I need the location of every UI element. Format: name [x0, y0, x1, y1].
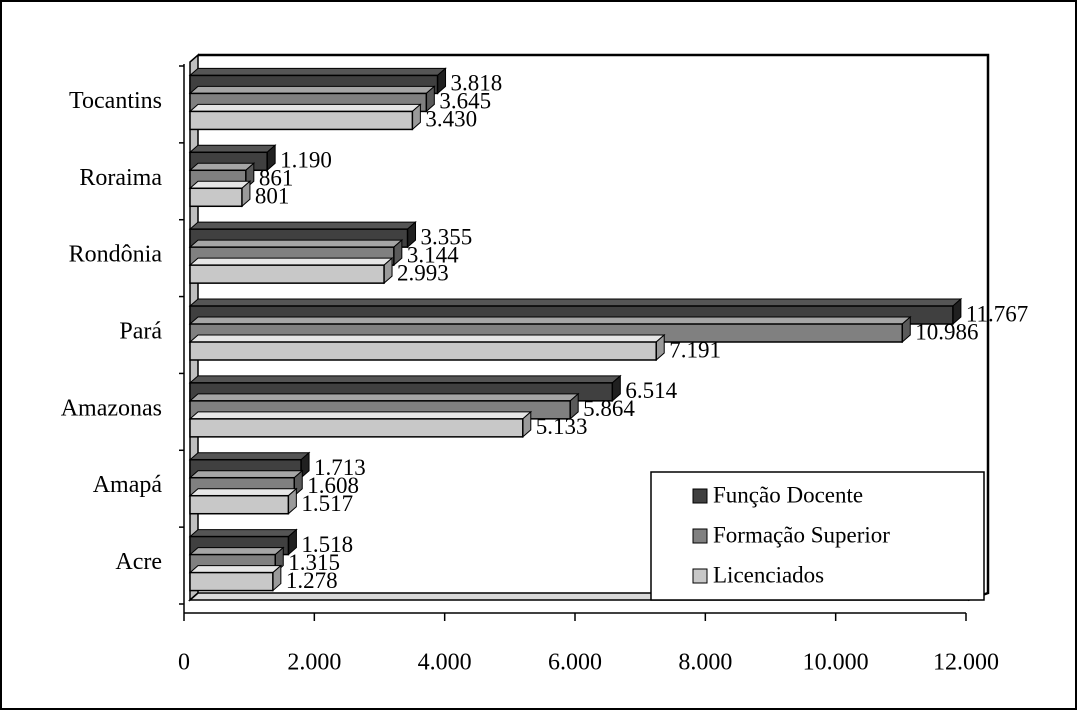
data-label-acre-funcao-docente: 1.518	[301, 532, 353, 557]
x-tick-label-10000: 10.000	[803, 650, 869, 676]
category-label-rondonia: Rondônia	[69, 242, 163, 268]
bar-tocantins-formacao-superior-top	[188, 85, 436, 94]
bars	[188, 67, 963, 592]
x-tick-label-4000: 4.000	[418, 650, 472, 676]
legend-label-licenciados: Licenciados	[713, 562, 824, 587]
bar-roraima-licenciados	[189, 187, 243, 208]
bar-roraima-funcao-docente-top	[188, 144, 277, 153]
data-label-tocantins-formacao-superior: 3.645	[439, 89, 491, 114]
bar-rondonia-funcao-docente-top	[188, 221, 417, 230]
bar-tocantins-funcao-docente-top	[188, 67, 447, 76]
data-label-tocantins-funcao-docente: 3.818	[451, 71, 503, 96]
bar-amazonas-licenciados-top	[188, 411, 533, 420]
bar-para-funcao-docente-top	[188, 298, 963, 307]
bar-acre-licenciados-top	[188, 565, 283, 574]
data-label-amazonas-funcao-docente: 6.514	[625, 378, 677, 403]
data-label-roraima-formacao-superior: 861	[259, 166, 294, 191]
bar-tocantins-licenciados-top	[188, 103, 422, 112]
x-tick-label-6000: 6.000	[548, 650, 602, 676]
x-tick-label-8000: 8.000	[678, 650, 732, 676]
data-label-amapa-licenciados: 1.517	[301, 491, 353, 516]
data-label-acre-licenciados: 1.278	[286, 568, 338, 593]
data-label-rondonia-funcao-docente: 3.355	[421, 224, 473, 249]
data-label-tocantins-licenciados: 3.430	[425, 107, 477, 132]
legend-label-funcao-docente: Função Docente	[713, 482, 863, 507]
bar-amapa-licenciados-top	[188, 488, 298, 497]
category-label-amapa: Amapá	[93, 472, 163, 498]
category-label-tocantins: Tocantins	[69, 88, 162, 114]
bar-amapa-licenciados	[189, 494, 290, 515]
bar-amazonas-formacao-superior-top	[188, 393, 580, 402]
bar-rondonia-formacao-superior-top	[188, 239, 404, 248]
data-label-rondonia-licenciados: 2.993	[397, 260, 449, 285]
category-label-acre: Acre	[115, 549, 162, 575]
bar-amazonas-funcao-docente-top	[188, 375, 622, 384]
x-tick-label-12000: 12.000	[933, 650, 999, 676]
legend-swatch-licenciados	[692, 568, 708, 584]
bar-acre-funcao-docente-top	[188, 529, 298, 538]
data-label-para-funcao-docente: 11.767	[966, 301, 1028, 326]
data-label-roraima-funcao-docente: 1.190	[280, 148, 332, 173]
x-tick-label-0: 0	[178, 650, 190, 676]
bar-rondonia-licenciados-top	[188, 257, 394, 266]
data-label-roraima-licenciados: 801	[255, 184, 290, 209]
legend-swatch-funcao-docente	[692, 488, 708, 504]
legend: Função Docente Formação Superior Licenciad…	[650, 471, 985, 601]
bar-amazonas-licenciados	[189, 418, 524, 438]
legend-label-formacao-superior: Formação Superior	[713, 522, 890, 547]
bar-rondonia-licenciados	[189, 264, 385, 284]
data-label-amapa-funcao-docente: 1.713	[314, 455, 366, 480]
category-label-para: Pará	[119, 319, 162, 345]
data-label-rondonia-formacao-superior: 3.144	[407, 242, 459, 267]
bar-acre-licenciados	[189, 571, 274, 592]
data-label-amazonas-licenciados: 5.133	[536, 414, 588, 439]
bar-para-licenciados	[189, 341, 657, 361]
data-label-para-licenciados: 7.191	[669, 337, 721, 362]
bar-roraima-licenciados-top	[188, 180, 252, 189]
legend-swatch-formacao-superior	[692, 528, 708, 544]
category-label-amazonas: Amazonas	[61, 395, 162, 421]
bar-para-formacao-superior-top	[188, 316, 912, 325]
data-label-acre-formacao-superior: 1.315	[288, 550, 340, 575]
bar-para-licenciados-top	[188, 334, 666, 343]
bar-amapa-formacao-superior-top	[188, 470, 304, 479]
bar-acre-formacao-superior-top	[188, 547, 285, 556]
x-tick-label-2000: 2.000	[287, 650, 341, 676]
bar-roraima-formacao-superior-top	[188, 162, 256, 171]
data-label-amapa-formacao-superior: 1.608	[307, 473, 359, 498]
data-label-amazonas-formacao-superior: 5.864	[583, 396, 635, 421]
bar-tocantins-licenciados	[189, 110, 414, 131]
data-label-para-formacao-superior: 10.986	[915, 319, 978, 344]
category-label-roraima: Roraima	[79, 165, 162, 191]
axes: Acre Amapá Amazonas Pará Rondônia Roraima Toca…	[61, 64, 999, 676]
bar-amapa-funcao-docente-top	[188, 452, 311, 461]
